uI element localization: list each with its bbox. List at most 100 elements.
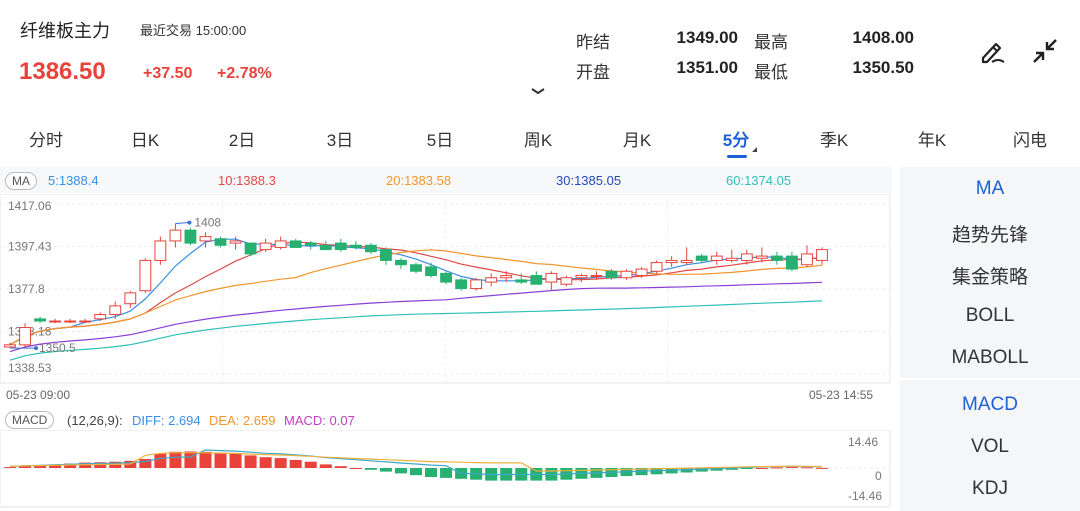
period-tabs: 分时 日K 2日 3日 5日 周K 月K 5分 季K 年K 闪电: [0, 120, 1080, 160]
candle-body: [139, 259, 152, 292]
macd-bar: [725, 468, 738, 470]
candle-body: [184, 229, 197, 244]
macd-bar: [349, 468, 362, 469]
low-annotation-label: 1350.5: [39, 341, 76, 355]
macd-bar: [169, 451, 182, 468]
tab-intraday[interactable]: 分时: [29, 131, 63, 150]
macd-legend: MACD (12,26,9): DIFF: 2.694 DEA: 2.659 M…: [0, 409, 892, 431]
candle-body: [349, 244, 362, 248]
collapse-icon[interactable]: [1030, 36, 1060, 66]
macd-bar: [304, 461, 317, 468]
ma10-value: 10:1388.3: [218, 173, 276, 188]
macd-diff-value: DIFF: 2.694: [132, 413, 201, 428]
tab-weekly-k[interactable]: 周K: [523, 131, 553, 150]
candle-body: [665, 259, 678, 264]
candle-body: [64, 320, 77, 323]
indicator-panel: MA 趋势先锋 集金策略 BOLL MABOLL MACD VOL KDJ: [900, 167, 1080, 511]
candle-body: [770, 255, 783, 261]
macd-selector-badge[interactable]: MACD: [5, 411, 55, 429]
macd-bar: [64, 463, 77, 468]
tab-quarterly-k[interactable]: 季K: [819, 131, 849, 150]
candle-body: [786, 255, 798, 270]
tab-3day[interactable]: 3日: [326, 131, 354, 150]
candle-body: [515, 279, 528, 283]
candle-body: [94, 314, 107, 320]
indicator-maboll[interactable]: MABOLL: [951, 347, 1029, 368]
price-change-percent: +2.78%: [217, 65, 272, 82]
macd-bar: [259, 457, 272, 468]
macd-bar: [319, 464, 332, 468]
candle-body: [34, 318, 46, 322]
macd-bar: [680, 468, 693, 473]
macd-tick-label: 14.46: [848, 435, 878, 449]
candle-body: [4, 344, 16, 348]
stat-label-prev-settle: 昨结: [576, 33, 610, 52]
macd-dea-line: [9, 452, 823, 472]
macd-bar: [34, 465, 47, 468]
macd-bar: [425, 468, 438, 477]
candle-body: [440, 272, 452, 283]
candle-body: [124, 292, 137, 305]
ma30-value: 30:1385.05: [556, 173, 622, 188]
ma-selector-badge[interactable]: MA: [5, 172, 37, 190]
macd-bar: [379, 468, 392, 472]
candle-body: [560, 277, 573, 285]
candle-body: [801, 253, 813, 266]
candle-body: [199, 236, 212, 242]
ma20-line: [9, 249, 823, 346]
candle-body: [319, 244, 332, 251]
candle-body: [109, 305, 122, 316]
candle-body: [410, 264, 422, 272]
draw-icon[interactable]: [978, 36, 1008, 66]
candle-body: [816, 249, 828, 261]
candle-body: [500, 275, 513, 279]
macd-bar: [695, 468, 708, 472]
macd-bar: [289, 459, 302, 468]
indicator-ma[interactable]: MA: [975, 178, 1005, 199]
candle-body: [259, 242, 272, 251]
time-axis-start: 05-23 09:00: [6, 388, 71, 402]
indicator-vol[interactable]: VOL: [970, 436, 1010, 457]
ma20-value: 20:1383.58: [386, 173, 452, 188]
macd-bar: [800, 467, 813, 469]
tab-daily-k[interactable]: 日K: [130, 131, 160, 150]
period-caret-icon[interactable]: [752, 147, 757, 152]
indicator-gold-strategy[interactable]: 集金策略: [951, 267, 1028, 288]
macd-params: (12,26,9):: [67, 413, 123, 428]
candle-body: [755, 255, 768, 259]
tab-monthly-k[interactable]: 月K: [622, 131, 652, 150]
candlestick-chart[interactable]: 1417.061397.431377.81358.181338.53140813…: [0, 194, 892, 384]
macd-bar: [49, 464, 62, 468]
tab-5min[interactable]: 5分: [722, 131, 750, 150]
candle-body: [169, 229, 182, 242]
candle-body: [590, 275, 603, 278]
tab-yearly-k[interactable]: 年K: [917, 131, 947, 150]
macd-bar: [815, 467, 829, 469]
macd-bar: [3, 467, 17, 469]
ma60-line: [9, 300, 823, 361]
candle-body: [485, 277, 498, 283]
tab-flash[interactable]: 闪电: [1013, 131, 1047, 150]
macd-chart[interactable]: 14.46 0 -14.46: [0, 430, 892, 508]
candle-body: [530, 275, 543, 285]
high-marker-dot: [187, 220, 192, 225]
candle-body: [214, 238, 227, 246]
candle-body: [605, 270, 618, 279]
macd-bar: [770, 467, 783, 469]
price-tick-label: 1417.06: [8, 199, 52, 213]
indicator-boll[interactable]: BOLL: [965, 305, 1015, 326]
chevron-down-icon[interactable]: [530, 86, 546, 96]
last-price: 1386.50: [19, 58, 106, 85]
indicator-macd[interactable]: MACD: [962, 394, 1018, 415]
stat-label-low: 最低: [754, 63, 788, 82]
stat-label-open: 开盘: [576, 63, 610, 82]
tab-2day[interactable]: 2日: [228, 131, 256, 150]
candle-body: [620, 270, 633, 279]
candle-body: [470, 279, 483, 290]
stat-value-prev-settle: 1349.00: [676, 28, 738, 47]
indicator-kdj[interactable]: KDJ: [972, 478, 1008, 499]
indicator-trend-pioneer[interactable]: 趋势先锋: [951, 225, 1028, 246]
stat-value-high: 1408.00: [852, 28, 914, 47]
tab-5day[interactable]: 5日: [426, 131, 454, 150]
price-change: +37.50: [143, 65, 193, 82]
